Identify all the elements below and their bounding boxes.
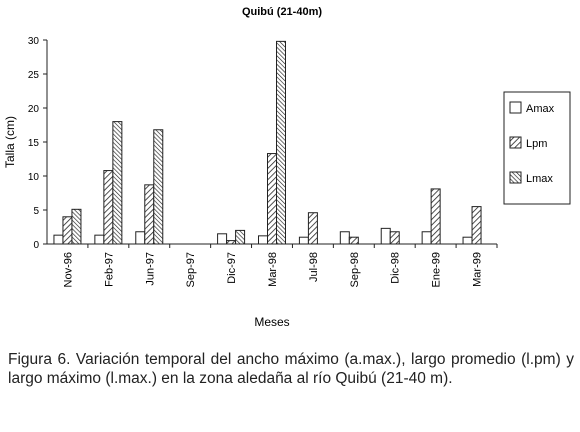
chart-title: Quibú (21-40m) [242,6,322,18]
x-tick-label: Nov-96 [62,252,74,287]
bar-lpm [389,231,400,245]
x-tick-label: Ene-99 [431,252,443,287]
x-axis-label: Meses [254,315,289,329]
bar-amax [339,231,350,245]
x-tick-label: Dic-97 [226,252,238,284]
x-tick-label: Sep-98 [349,252,361,287]
x-tick-label: Sep-97 [185,252,197,287]
bar-lmax [235,229,246,245]
x-tick-label: Jul-98 [308,252,320,282]
x-tick-label: Dic-98 [390,252,402,284]
bar-amax [380,227,391,245]
x-tick-label: Mar-99 [472,252,484,287]
bar-lpm [471,206,482,245]
x-tick-label: Mar-98 [267,252,279,287]
y-axis-label: Talla (cm) [3,116,17,168]
bar-lpm [62,216,73,245]
bar-amax [135,231,146,245]
bar-amax [462,236,473,245]
bar-lpm [348,236,359,245]
legend-label: Lmax [526,173,553,185]
legend-label: Lpm [526,138,547,150]
legend-swatch-amax [509,101,522,114]
bar-lpm [144,184,155,245]
bar-amax [53,234,64,245]
y-tick-label: 20 [28,104,40,115]
bar-lpm [103,170,114,245]
bar-lpm [226,240,237,245]
y-tick-label: 15 [28,138,40,149]
bar-lpm [430,188,441,245]
bar-lpm [267,153,277,245]
y-tick-label: 10 [28,172,40,183]
bar-amax [258,235,268,245]
bar-amax [421,231,432,245]
bar-lmax [71,208,82,245]
legend-swatch-lmax [509,171,522,184]
bar-amax [94,234,105,245]
y-tick-label: 0 [33,240,39,251]
y-tick-label: 30 [28,36,40,47]
bar-lmax [153,129,164,245]
bar-chart: Quibú (21-40m) Talla (cm) Meses 0 5 10 15 20… [3,6,571,329]
legend-swatch-lpm [509,136,522,149]
y-tick-label: 5 [33,206,39,217]
bar-lmax [112,121,123,245]
legend-label: Amax [526,103,555,115]
bar-amax [217,233,228,245]
bar-lpm [307,212,318,245]
x-tick-label: Jun-97 [144,252,156,286]
legend: Amax Lpm Lmax [503,91,571,205]
bar-amax [298,236,309,245]
x-tick-label: Feb-97 [103,252,115,287]
figure-caption: Figura 6. Variación temporal del ancho m… [8,351,574,387]
y-tick-label: 25 [28,70,40,81]
bar-lmax [276,40,286,245]
